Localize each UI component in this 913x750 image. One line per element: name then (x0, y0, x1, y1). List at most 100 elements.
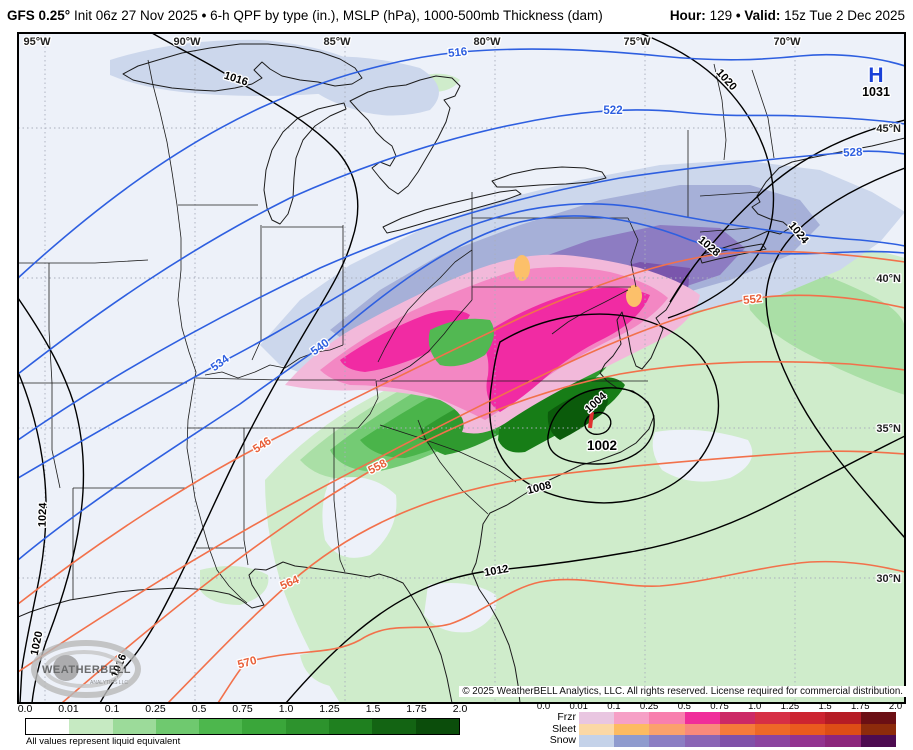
scale-cell (790, 712, 826, 724)
thickness-warm-contours (18, 250, 905, 703)
qpf-tick: 1.25 (319, 703, 340, 715)
title-left: GFS 0.25° Init 06z 27 Nov 2025 • 6-h QPF… (7, 8, 603, 23)
qpf-tick: 2.0 (452, 703, 468, 715)
separator-dot: • (201, 7, 207, 23)
qpf-color-scale (25, 718, 460, 735)
ptype-tick: 1.0 (748, 701, 762, 712)
map-frame (17, 32, 906, 704)
scale-cell (790, 735, 826, 747)
separator-dot2: • (735, 7, 741, 23)
sleet-spot-new-jersey (626, 285, 642, 307)
hour-value: 129 (709, 7, 733, 23)
ptype-tick: 0.1 (607, 701, 621, 712)
qpf-tick: 0.5 (191, 703, 207, 715)
scale-cell (242, 719, 286, 734)
lon-label: 90°W (173, 36, 201, 48)
ptype-tick: 2.0 (888, 701, 903, 712)
scale-cell (860, 723, 896, 735)
sleet-scale-row (579, 723, 896, 735)
hour-label: Hour: (669, 7, 706, 23)
logo-text: WEATHERBELL (42, 664, 131, 676)
scale-cell (26, 719, 70, 734)
lon-label: 95°W (23, 36, 51, 48)
ptype-tick: 0.01 (569, 701, 588, 712)
ptype-row-label: Frzr (557, 711, 576, 723)
lon-label: 85°W (323, 36, 351, 48)
ptype-row-label: Snow (549, 734, 576, 746)
lat-label: 40°N (876, 273, 901, 285)
low-pressure-value: 1002 (587, 438, 617, 453)
product-name: 6-h QPF by type (in.), MSLP (hPa), 1000-… (210, 7, 603, 23)
scale-cell (825, 723, 861, 735)
lake-ontario (491, 166, 607, 188)
thickness-label: 552 (743, 293, 763, 307)
scale-cell (719, 712, 755, 724)
scale-cell (155, 719, 200, 734)
scale-cell (372, 719, 416, 734)
scale-cell (719, 723, 755, 735)
lat-label: 35°N (876, 423, 901, 435)
scale-cell (649, 735, 685, 747)
weatherbell-logo: WEATHERBELL ANALYTICS LLC (31, 640, 141, 698)
scale-cell (579, 735, 615, 747)
scale-cell (69, 719, 113, 734)
high-pressure-value: 1031 (862, 85, 890, 99)
scale-cell (860, 735, 896, 747)
ptype-tick: 0.0 (536, 701, 551, 712)
qpf-tick: 0.25 (145, 703, 166, 715)
scale-cell (825, 712, 861, 724)
title-bar: GFS 0.25° Init 06z 27 Nov 2025 • 6-h QPF… (0, 0, 913, 30)
ptype-tick: 1.25 (780, 701, 800, 712)
thickness-label: 522 (603, 105, 622, 117)
scale-cell (719, 735, 755, 747)
ptype-row-label: Sleet (552, 722, 576, 735)
scale-cell (790, 723, 826, 735)
graticule-labels: 95°W 90°W 85°W 80°W 75°W 70°W 45°N 40°N … (22, 35, 902, 587)
ptype-tick: 1.75 (851, 701, 870, 712)
thickness-cold-contours (18, 48, 905, 561)
qpf-tick: 1.5 (365, 703, 381, 715)
scale-cell (860, 712, 896, 724)
thickness-label: 516 (448, 46, 468, 60)
lake-michigan (263, 102, 347, 225)
scale-cell (684, 735, 720, 747)
lat-label: 45°N (876, 123, 901, 135)
qpf-tick: 1.0 (278, 703, 294, 715)
scale-cell (825, 735, 861, 747)
snow-scale-row (579, 735, 896, 747)
scale-cell (754, 712, 791, 724)
qpf-tick: 0.1 (104, 703, 120, 715)
qpf-tick: 0.75 (232, 703, 253, 715)
qpf-tick: 0.01 (58, 703, 79, 715)
liquid-equivalent-note: All values represent liquid equivalent (26, 736, 181, 747)
lake-superior (122, 43, 363, 92)
scale-cell (684, 723, 720, 735)
ptype-tick: 0.5 (677, 701, 691, 712)
scale-cell (199, 719, 243, 734)
scale-cell (684, 712, 720, 724)
scale-cell (754, 723, 791, 735)
valid-value: 15z Tue 2 Dec 2025 (784, 7, 905, 23)
scale-cell (285, 719, 330, 734)
coastlines-borders (18, 43, 905, 703)
lake-erie (382, 189, 522, 234)
isobar-label: 1024 (37, 502, 50, 528)
sleet-spot-pennsylvania (514, 255, 530, 281)
thickness-label: 528 (843, 146, 863, 159)
scale-cell (614, 712, 650, 724)
lon-label: 75°W (623, 36, 651, 48)
logo-subtext: ANALYTICS LLC (90, 680, 128, 686)
mississippi-river (147, 59, 248, 604)
freezing-rain-shading-layer (285, 254, 700, 434)
lat-label: 30°N (876, 573, 901, 585)
low-center-mark (588, 411, 594, 429)
thickness-warm-labels: 546 552 558 564 570 (235, 292, 764, 673)
isobar-label: 1012 (483, 563, 509, 579)
scale-cell (649, 712, 685, 724)
lake-huron (349, 75, 461, 195)
copyright-text: © 2025 WeatherBELL Analytics, LLC. All r… (459, 686, 906, 697)
ptype-tick: 1.5 (818, 701, 832, 712)
high-pressure-symbol: H (868, 64, 883, 87)
lon-label: 70°W (773, 36, 801, 48)
